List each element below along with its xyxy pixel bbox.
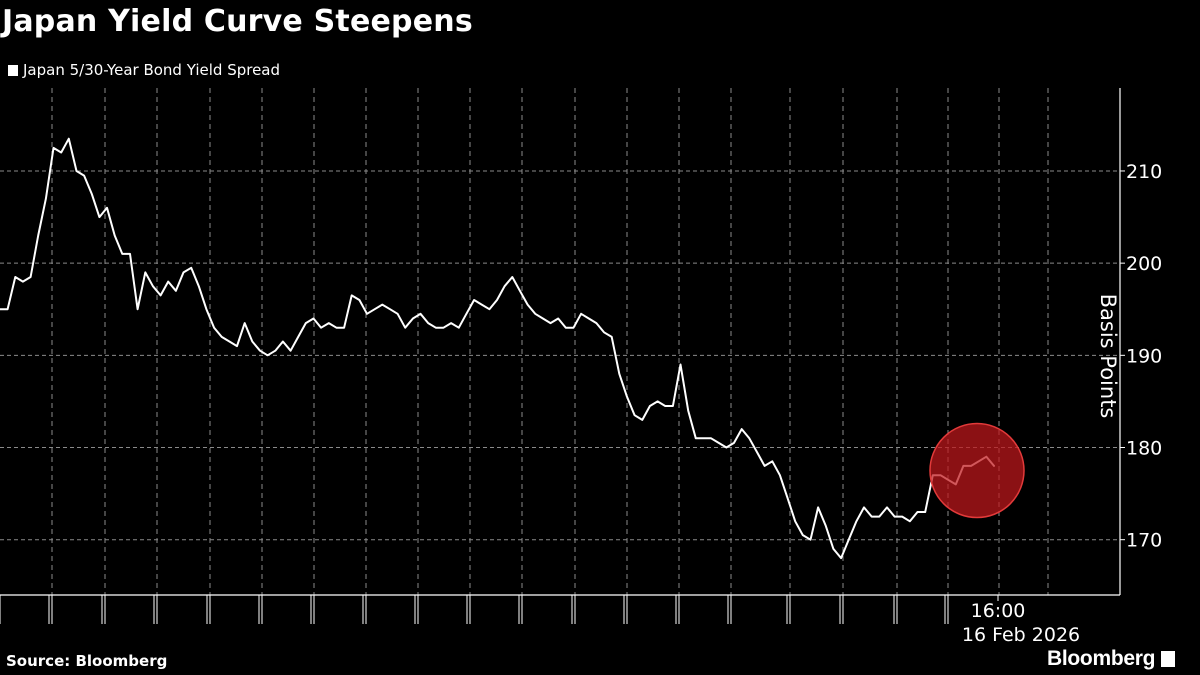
brand-name: Bloomberg — [1047, 647, 1156, 670]
bloomberg-icon — [1161, 651, 1176, 667]
series-line — [0, 137, 995, 560]
y-tick-label: 180 — [1126, 438, 1162, 460]
highlight-circle — [929, 422, 1025, 519]
y-tick-label: 200 — [1126, 253, 1162, 275]
x-tick-label-time: 16:00 — [971, 600, 1026, 622]
source-note: Source: Bloomberg — [6, 652, 168, 670]
legend-label: Japan 5/30-Year Bond Yield Spread — [23, 61, 281, 79]
y-tick-label: 190 — [1126, 345, 1162, 367]
highlight-layer — [929, 422, 1025, 519]
y-tick-label: 210 — [1126, 161, 1162, 183]
y-tick-label: 170 — [1126, 530, 1162, 552]
series-layer — [0, 137, 995, 560]
y-axis-label: Basis Points — [1096, 293, 1120, 419]
labels: 16:00 16 Feb 2026 170 180 190 200 210 — [962, 161, 1162, 646]
grid-lines — [0, 88, 1120, 595]
x-tick-label-date: 16 Feb 2026 — [962, 624, 1080, 646]
legend: Japan 5/30-Year Bond Yield Spread — [8, 61, 280, 79]
brand-logo: Bloomberg — [1047, 647, 1176, 671]
legend-swatch — [8, 64, 18, 76]
chart-title: Japan Yield Curve Steepens — [2, 4, 473, 39]
axes — [0, 88, 1125, 624]
